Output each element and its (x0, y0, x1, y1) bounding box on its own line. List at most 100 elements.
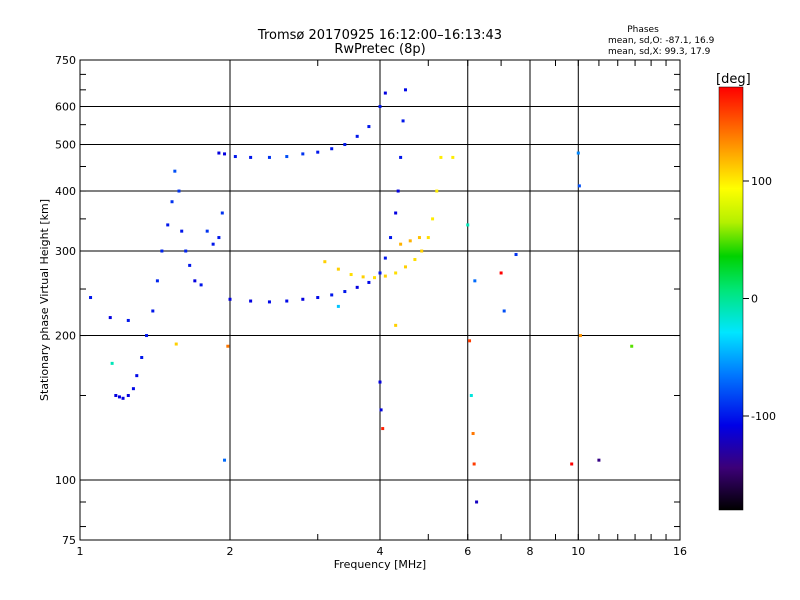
x-tick-label: 1 (77, 545, 84, 558)
data-point-o (180, 229, 184, 233)
y-tick-label: 100 (55, 474, 76, 487)
data-point-o (170, 200, 174, 204)
data-point-o (173, 169, 177, 173)
data-point-x (373, 276, 377, 280)
data-point-scatter (379, 408, 383, 412)
data-point-x (399, 242, 403, 246)
y-tick-label: 600 (55, 101, 76, 114)
data-point-o (193, 279, 197, 283)
data-point-o (343, 143, 347, 147)
data-point-scatter (473, 279, 477, 283)
data-point-scatter (578, 334, 582, 338)
data-point-scatter (378, 380, 382, 384)
data-point-o (301, 152, 305, 156)
data-point-o (220, 211, 224, 215)
data-point-o (403, 88, 407, 92)
data-point-o (301, 297, 305, 301)
y-tick-label: 300 (55, 245, 76, 258)
data-point-o (217, 236, 221, 240)
data-point-o (383, 256, 387, 260)
x-tick-label: 2 (227, 545, 234, 558)
data-point-o (355, 134, 359, 138)
data-point-o (394, 211, 398, 215)
data-point-scatter (89, 296, 93, 300)
data-point-x (383, 274, 387, 278)
x-tick-label: 16 (673, 545, 687, 558)
data-point-x (431, 217, 435, 221)
data-point-x (394, 271, 398, 275)
colorbar (718, 86, 744, 511)
data-point-o (389, 236, 393, 240)
data-point-o (217, 151, 221, 155)
y-tick-label: 75 (62, 534, 76, 547)
data-point-x (349, 273, 353, 277)
data-point-o (378, 271, 382, 275)
colorbar-tick-label: 0 (751, 293, 758, 306)
data-point-o (378, 105, 382, 109)
data-point-x (420, 249, 424, 253)
data-point-scatter (468, 339, 472, 343)
colorbar-ticks: -100 0 100 (743, 175, 776, 423)
data-point-o (117, 395, 121, 399)
data-point-o (249, 155, 253, 159)
data-point-o (199, 283, 203, 287)
data-point-o (316, 296, 320, 300)
data-point-o (367, 280, 371, 284)
data-point-scatter (472, 462, 476, 466)
data-point-o (330, 293, 334, 297)
data-point-o (211, 242, 215, 246)
data-point-o (126, 394, 130, 398)
y-tick-label: 500 (55, 139, 76, 152)
data-point-o (151, 309, 155, 313)
x-tick-label: 10 (571, 545, 585, 558)
data-point-o (267, 300, 271, 304)
y-axis-ticks: 75 100 200 300 400 500 600 750 (55, 54, 680, 547)
grid-lines (80, 60, 680, 540)
data-point-o (249, 299, 253, 303)
data-point-scatter (514, 253, 518, 257)
data-point-x (323, 260, 327, 264)
data-point-scatter (174, 342, 178, 346)
data-point-x (336, 267, 340, 271)
data-point-o (166, 223, 170, 227)
data-point-scatter (336, 304, 340, 308)
data-point-scatter (223, 458, 227, 462)
data-point-scatter (466, 223, 470, 227)
data-point-o (135, 374, 139, 378)
data-point-o (267, 155, 271, 159)
x-axis-label: Frequency [MHz] (334, 558, 426, 571)
data-point-scatter (469, 394, 473, 398)
data-point-scatter (108, 316, 112, 320)
data-point-o (121, 396, 125, 400)
data-point-o (205, 229, 209, 233)
data-point-x (361, 275, 365, 279)
data-point-scatter (110, 361, 114, 365)
data-point-x (413, 258, 417, 262)
data-point-scatter (471, 432, 475, 436)
colorbar-tick-label: 100 (751, 175, 772, 188)
data-point-scatter (577, 184, 581, 188)
data-point-o (188, 263, 192, 267)
stats-line-o: mean, sd,O: -87.1, 16.9 (608, 36, 715, 46)
data-point-x (435, 189, 439, 193)
data-point-x (408, 239, 412, 243)
data-point-scatter (576, 151, 580, 155)
stats-heading: Phases (627, 25, 659, 35)
data-point-scatter (570, 462, 574, 466)
y-tick-label: 200 (55, 330, 76, 343)
data-points (89, 88, 634, 504)
data-point-o (114, 394, 118, 398)
data-point-scatter (630, 344, 634, 348)
data-point-o (343, 290, 347, 294)
data-point-o (160, 249, 164, 253)
data-point-o (155, 279, 159, 283)
data-point-scatter (394, 323, 398, 327)
data-point-o (401, 119, 405, 123)
data-point-scatter (502, 309, 506, 313)
x-tick-label: 4 (377, 545, 384, 558)
data-point-o (223, 152, 227, 156)
data-point-o (285, 155, 289, 159)
colorbar-tick-label: -100 (751, 410, 776, 423)
data-point-o (131, 387, 135, 391)
